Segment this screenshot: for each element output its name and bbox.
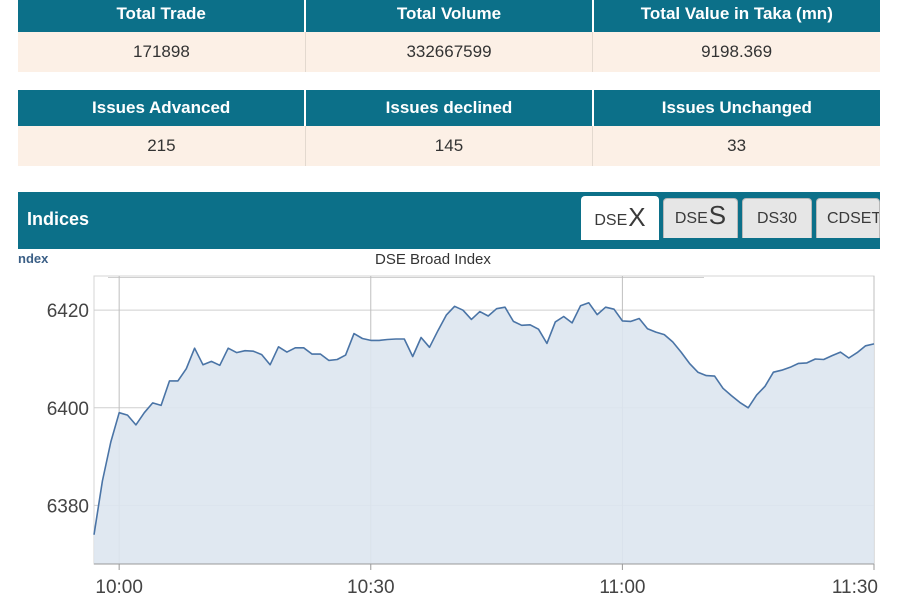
- tab-dses[interactable]: DSE S: [663, 198, 738, 238]
- series-area-fill: [94, 302, 874, 564]
- total-trade-header: Total Trade: [18, 0, 307, 32]
- tab-dsex-prefix: DSE: [594, 212, 628, 229]
- trade-summary-value-row: 171898 332667599 9198.369: [18, 32, 880, 72]
- series-line: [93, 302, 875, 535]
- issues-advanced-header: Issues Advanced: [18, 90, 307, 126]
- tab-dsex-suffix: X: [628, 202, 646, 232]
- x-tick-label: 11:00: [599, 577, 645, 598]
- trade-summary-table: Total Trade Total Volume Total Value in …: [18, 0, 880, 72]
- tab-dsex[interactable]: DSE X: [581, 196, 659, 240]
- issues-advanced-value: 215: [18, 126, 306, 166]
- y-tick-label: 6380: [47, 496, 89, 517]
- tab-ds30-label: DS30: [756, 210, 798, 227]
- issues-unchanged-header: Issues Unchanged: [592, 90, 880, 126]
- issues-declined-value: 145: [305, 126, 594, 166]
- total-value-value: 9198.369: [592, 32, 880, 72]
- tab-dses-suffix: S: [708, 200, 727, 230]
- tab-cdset-label: CDSET: [827, 210, 880, 227]
- issues-summary-header-row: Issues Advanced Issues declined Issues U…: [18, 90, 880, 126]
- total-volume-header: Total Volume: [305, 0, 594, 32]
- total-volume-value: 332667599: [305, 32, 594, 72]
- total-value-header: Total Value in Taka (mn): [592, 0, 880, 32]
- indices-panel-header: Indices DSE X DSE S DS30 CDSET: [18, 192, 880, 249]
- title-divider: [108, 277, 704, 278]
- issues-summary-table: Issues Advanced Issues declined Issues U…: [18, 90, 880, 166]
- tab-cdset[interactable]: CDSET: [816, 198, 880, 238]
- indices-title: Indices: [27, 209, 90, 229]
- x-tick-label: 11:30: [832, 577, 878, 598]
- tab-dses-prefix: DSE: [674, 210, 708, 227]
- total-trade-value: 171898: [18, 32, 306, 72]
- index-chart-panel: ndex DSE Broad Index 6380 6400 6420 10:00 10…: [18, 249, 880, 600]
- trade-summary-header-row: Total Trade Total Volume Total Value in …: [18, 0, 880, 32]
- x-tick-label: 10:30: [347, 577, 395, 598]
- tab-ds30[interactable]: DS30: [742, 198, 812, 238]
- index-partial-label: ndex: [18, 251, 49, 266]
- y-tick-label: 6420: [47, 301, 89, 322]
- issues-unchanged-value: 33: [592, 126, 880, 166]
- y-tick-label: 6400: [47, 399, 89, 420]
- issues-summary-value-row: 215 145 33: [18, 126, 880, 166]
- x-tick-label: 10:00: [95, 577, 143, 598]
- dse-broad-index-chart[interactable]: 6380 6400 6420 10:00 10:30 11:00 11:30: [18, 249, 880, 600]
- issues-declined-header: Issues declined: [305, 90, 594, 126]
- chart-title: DSE Broad Index: [375, 251, 491, 268]
